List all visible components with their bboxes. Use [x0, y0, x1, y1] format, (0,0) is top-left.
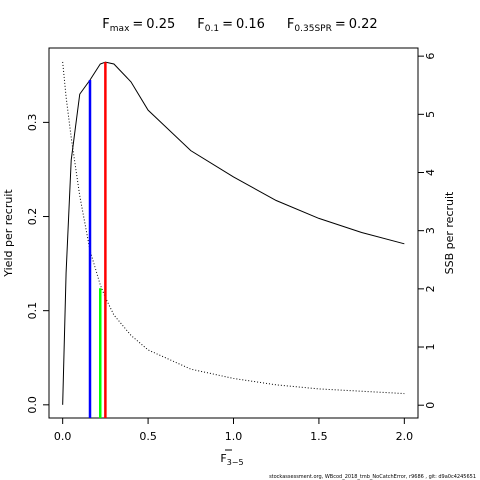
x-tick-label: 0.5: [139, 430, 157, 443]
x-label-symbol: F: [220, 452, 226, 465]
y-tick-label: 0.2: [26, 208, 39, 226]
y-tick-label: 0.0: [26, 396, 39, 414]
y2-tick-label: 6: [424, 53, 437, 60]
x-tick-label: 1.5: [310, 430, 328, 443]
title-subscript: 0.1: [205, 24, 219, 34]
x-tick-label: 2.0: [396, 430, 414, 443]
y2-tick-label: 5: [424, 111, 437, 118]
y2-tick-label: 2: [424, 285, 437, 292]
title-relation: =: [335, 17, 346, 32]
title-relation: =: [222, 17, 233, 32]
title-subscript: 0.35SPR: [294, 24, 331, 34]
title-subscript: max: [110, 24, 130, 34]
series-line: [62, 61, 405, 395]
x-tick-label: 1.0: [225, 430, 243, 443]
title-symbol: F: [102, 17, 109, 32]
y2-tick-label: 0: [424, 402, 437, 409]
footer: stockassessment.org, WBcod_2018_tmb_NoCa…: [269, 474, 476, 480]
title-value: 0.25: [146, 17, 175, 32]
x-label-subscript: 3−5: [227, 458, 244, 467]
chart-title: Fmax = 0.25 F0.1 = 0.16 F0.35SPR = 0.22: [102, 17, 377, 34]
title-symbol: F: [197, 17, 204, 32]
x-axis-label: F3−5: [220, 452, 243, 467]
y2-tick-label: 3: [424, 227, 437, 234]
y-axis-label: Yield per recruit: [2, 189, 15, 278]
y-tick-label: 0.1: [26, 302, 39, 320]
title-symbol: F: [287, 17, 294, 32]
y2-tick-label: 4: [424, 169, 437, 176]
title-relation: =: [132, 17, 143, 32]
y2-axis-label: SSB per recruit: [443, 191, 456, 274]
y2-tick-label: 1: [424, 344, 437, 351]
title-value: 0.22: [349, 17, 378, 32]
series-line: [62, 61, 405, 405]
title-value: 0.16: [236, 17, 265, 32]
x-tick-label: 0.0: [54, 430, 72, 443]
y-tick-label: 0.3: [26, 114, 39, 132]
